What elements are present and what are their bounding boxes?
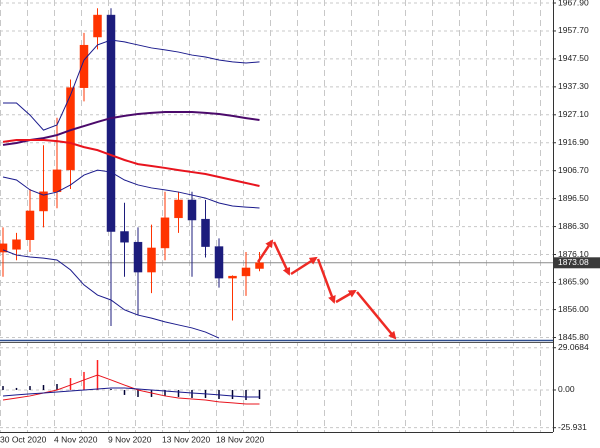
- histogram-bar: [137, 389, 139, 397]
- x-tick-label: 13 Nov 2020: [162, 434, 210, 444]
- histogram-bar: [123, 389, 126, 395]
- candle-body: [201, 218, 210, 247]
- candle-body: [174, 199, 183, 219]
- y-tick-label: 1947.50: [558, 53, 589, 63]
- histogram-bar: [56, 384, 58, 390]
- x-tick-label: 18 Nov 2020: [216, 434, 264, 444]
- y-tick-label: 1967.90: [558, 0, 589, 7]
- indicator-line: [2, 139, 260, 188]
- forecast-arrows: [256, 239, 397, 340]
- x-tick-label: 4 Nov 2020: [54, 434, 98, 444]
- y-tick-label: 1876.10: [558, 249, 589, 259]
- vertical-grid: [0, 342, 553, 432]
- vertical-grid: [0, 0, 553, 340]
- histogram-bar: [69, 378, 72, 390]
- indicator-line: [3, 39, 260, 131]
- histogram-bar: [42, 385, 45, 390]
- histogram-bar: [110, 388, 112, 390]
- x-tick-label: 30 Oct 2020: [0, 434, 47, 444]
- candle-body: [255, 262, 264, 269]
- histogram-bar: [245, 389, 247, 401]
- histogram-bar: [29, 386, 31, 390]
- x-tick-label: 9 Nov 2020: [108, 434, 152, 444]
- y-tick-label: 1865.90: [558, 277, 589, 287]
- y-tick-label: 1896.50: [558, 193, 589, 203]
- candle-body: [52, 169, 62, 193]
- candle-body: [187, 199, 197, 221]
- candle-body: [241, 267, 251, 277]
- indicator-line: [2, 249, 220, 339]
- y-tick-label: 1927.10: [558, 109, 589, 119]
- candle-body: [160, 217, 170, 249]
- candle-body: [25, 210, 35, 240]
- y-tick-label: 29.0684: [558, 342, 589, 352]
- y-tick-label: 1856.00: [558, 304, 589, 314]
- y-tick-label: 1957.70: [558, 25, 589, 35]
- y-tick-label: 1916.90: [558, 137, 589, 147]
- last-price-label: 1873.08: [558, 257, 589, 267]
- candle-body: [214, 246, 224, 279]
- candle-body: [106, 14, 116, 232]
- indicator-line: [2, 169, 260, 209]
- indicator-line: [2, 111, 260, 146]
- plot-layer: [0, 2, 553, 429]
- histogram-bar: [15, 387, 18, 390]
- candle-body: [120, 231, 129, 243]
- indicator-line: [2, 387, 260, 398]
- y-tick-label: 1886.30: [558, 221, 589, 231]
- histogram-bar: [83, 371, 85, 390]
- candle-body: [133, 241, 143, 273]
- candle-body: [12, 239, 21, 250]
- candle-body: [0, 243, 8, 253]
- histogram-bar: [177, 389, 180, 397]
- histogram-bar: [258, 389, 261, 399]
- y-tick-label: -25.931: [558, 422, 587, 432]
- candle-body: [79, 44, 89, 88]
- y-tick-label: 1845.80: [558, 332, 589, 342]
- histogram-bar: [231, 389, 234, 399]
- candle-body: [147, 247, 156, 273]
- y-tick-label: 1906.70: [558, 165, 589, 175]
- candle-body: [93, 14, 102, 38]
- last-price-box: [553, 257, 600, 269]
- y-tick-label: 1937.30: [558, 81, 589, 91]
- candle-body: [39, 191, 48, 212]
- candle-body: [228, 275, 237, 279]
- histogram-bar: [164, 389, 166, 396]
- histogram-bar: [191, 389, 193, 398]
- histogram-bar: [2, 386, 4, 390]
- y-tick-label: 0.00: [558, 384, 575, 394]
